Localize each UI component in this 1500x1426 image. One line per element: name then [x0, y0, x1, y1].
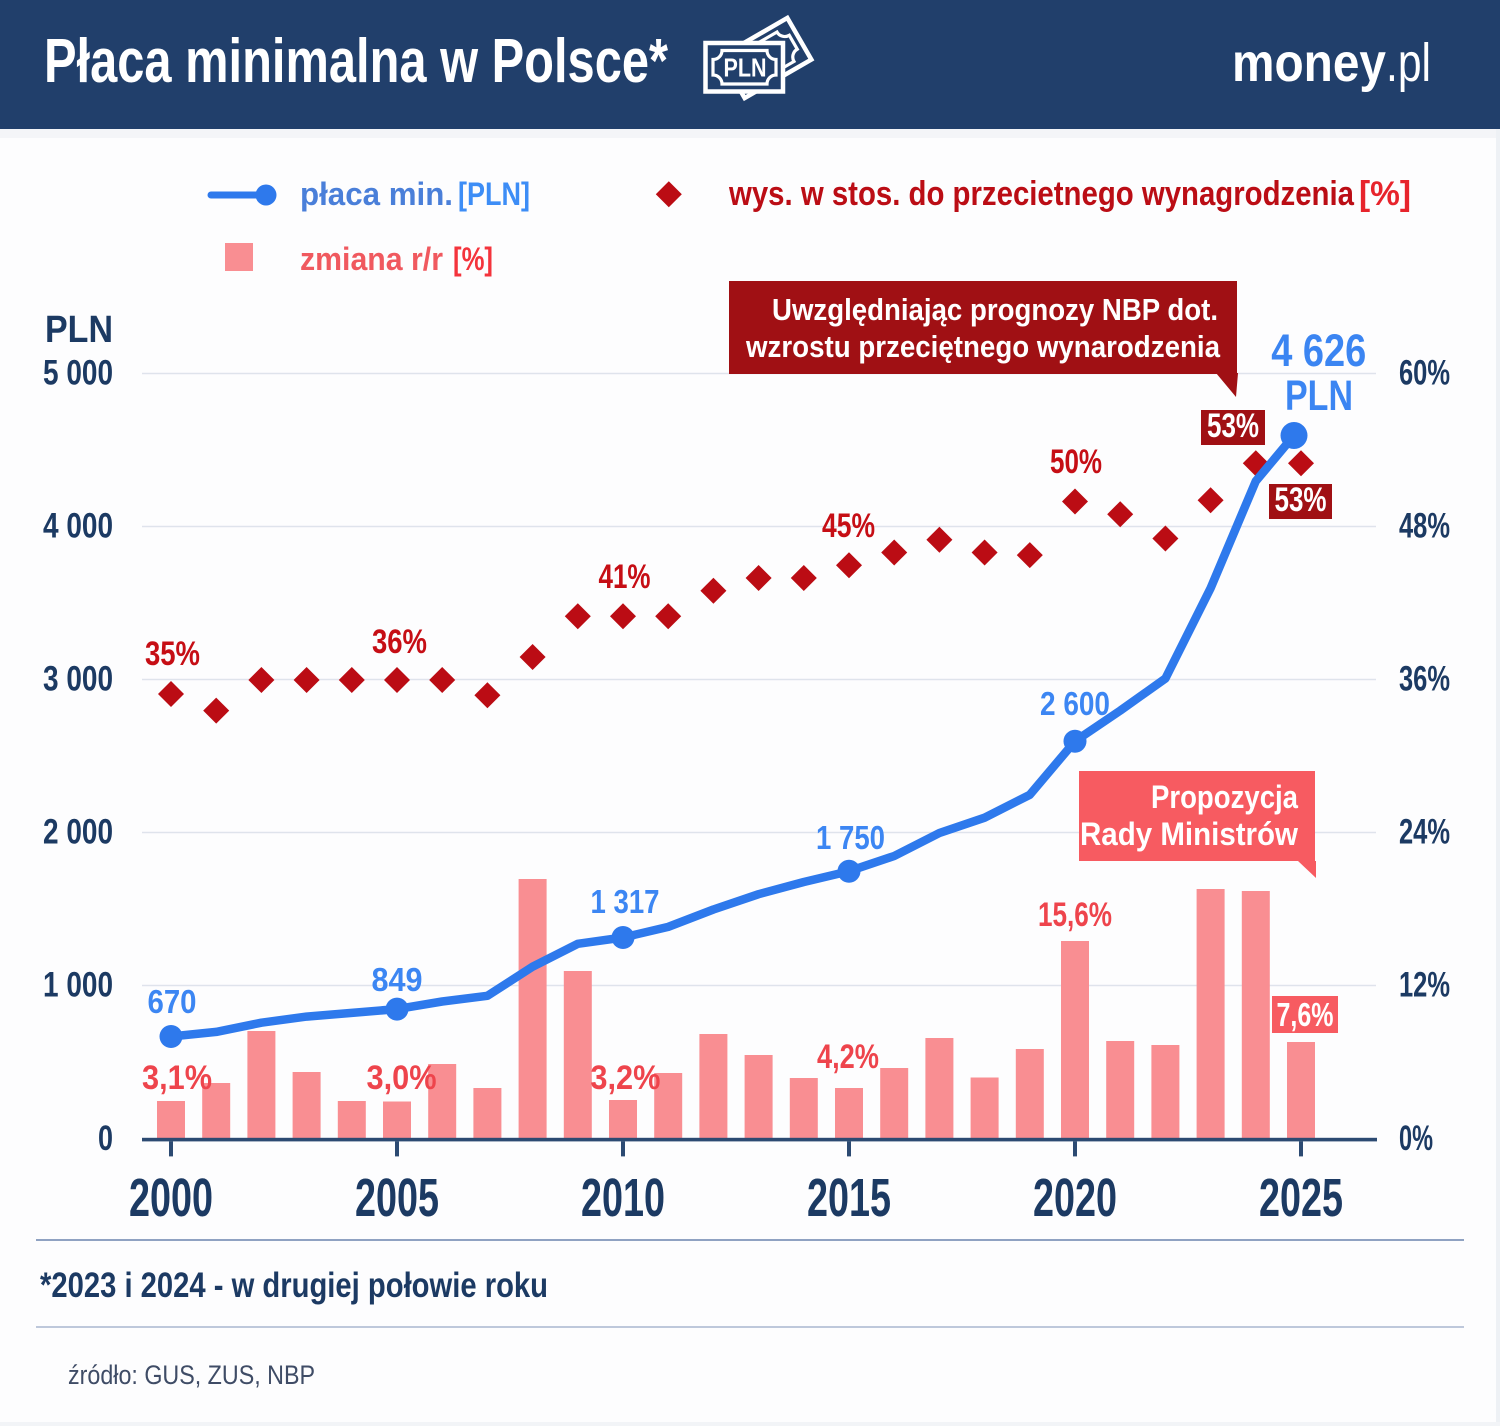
svg-text:670: 670 — [148, 983, 197, 1020]
svg-text:36%: 36% — [1399, 660, 1450, 699]
svg-text:15,6%: 15,6% — [1038, 896, 1112, 934]
svg-text:1 750: 1 750 — [816, 819, 885, 856]
svg-text:4 000: 4 000 — [43, 507, 113, 546]
svg-text:2005: 2005 — [355, 1168, 439, 1228]
svg-text:849: 849 — [372, 961, 423, 998]
svg-text:2 000: 2 000 — [43, 813, 113, 852]
svg-text:Rady Ministrów: Rady Ministrów — [1080, 816, 1298, 852]
svg-text:36%: 36% — [372, 623, 427, 661]
svg-text:PLN: PLN — [724, 53, 767, 83]
svg-text:2000: 2000 — [129, 1168, 213, 1228]
svg-text:50%: 50% — [1050, 443, 1102, 481]
svg-text:źródło: GUS, ZUS, NBP: źródło: GUS, ZUS, NBP — [68, 1360, 315, 1390]
svg-text:24%: 24% — [1399, 813, 1450, 852]
svg-text:2015: 2015 — [807, 1168, 891, 1228]
svg-text:Uwzględniając prognozy NBP dot: Uwzględniając prognozy NBP dot. — [772, 292, 1218, 327]
svg-text:35%: 35% — [145, 635, 200, 673]
svg-text:Propozycja: Propozycja — [1151, 779, 1298, 815]
svg-text:2020: 2020 — [1033, 1168, 1117, 1228]
svg-text:12%: 12% — [1399, 966, 1450, 1005]
svg-text:3 000: 3 000 — [43, 660, 113, 699]
svg-text:0: 0 — [98, 1119, 113, 1158]
svg-text:53%: 53% — [1275, 481, 1327, 519]
svg-text:zmiana r/r: zmiana r/r — [300, 241, 443, 277]
svg-text:0%: 0% — [1399, 1119, 1433, 1158]
svg-text:4,2%: 4,2% — [817, 1038, 879, 1076]
svg-text:7,6%: 7,6% — [1277, 996, 1334, 1033]
svg-text:2025: 2025 — [1259, 1168, 1343, 1228]
svg-text:PLN: PLN — [45, 309, 113, 351]
svg-text:PLN: PLN — [1285, 372, 1353, 420]
svg-text:41%: 41% — [599, 558, 651, 596]
svg-text:3,1%: 3,1% — [142, 1059, 212, 1097]
svg-text:[PLN]: [PLN] — [458, 176, 530, 212]
svg-text:wys. w stos. do przecietnego w: wys. w stos. do przecietnego wynagrodzen… — [728, 175, 1355, 213]
svg-text:*2023 i 2024 - w drugiej połow: *2023 i 2024 - w drugiej połowie roku — [40, 1266, 548, 1305]
svg-text:4 626: 4 626 — [1271, 325, 1366, 376]
svg-text:money: money — [1232, 33, 1386, 93]
svg-text:płaca min.: płaca min. — [300, 176, 453, 212]
svg-text:3,0%: 3,0% — [367, 1059, 437, 1097]
svg-text:5 000: 5 000 — [43, 354, 113, 393]
svg-text:2 600: 2 600 — [1040, 685, 1110, 722]
svg-text:48%: 48% — [1399, 507, 1450, 546]
svg-text:wzrostu przeciętnego wynarodze: wzrostu przeciętnego wynarodzenia — [745, 329, 1221, 364]
svg-text:45%: 45% — [822, 507, 875, 545]
svg-text:Płaca minimalna w Polsce*: Płaca minimalna w Polsce* — [44, 27, 669, 96]
svg-text:[%]: [%] — [1359, 175, 1411, 213]
svg-text:1 000: 1 000 — [43, 966, 113, 1005]
svg-text:1 317: 1 317 — [591, 883, 660, 920]
svg-text:3,2%: 3,2% — [590, 1059, 660, 1097]
svg-text:.pl: .pl — [1386, 33, 1431, 93]
svg-text:53%: 53% — [1207, 407, 1259, 445]
svg-text:[%]: [%] — [453, 241, 493, 277]
svg-text:2010: 2010 — [581, 1168, 665, 1228]
svg-text:60%: 60% — [1399, 354, 1450, 393]
